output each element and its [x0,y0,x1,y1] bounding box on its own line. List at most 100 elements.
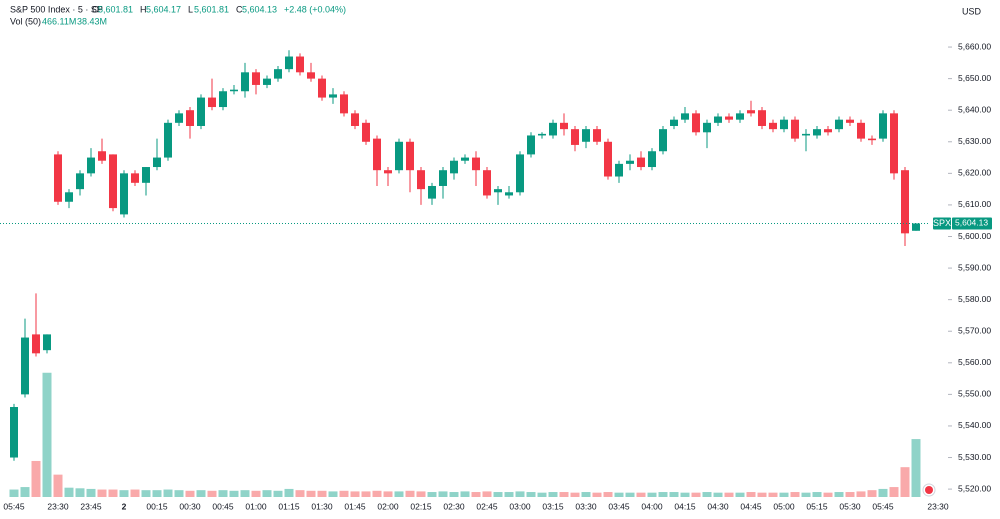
candle-body [384,170,392,174]
currency[interactable]: USD [962,6,982,16]
candle-body [450,160,458,174]
candle-body [780,119,788,130]
volume-bar [746,492,756,497]
x-tick-label: 05:15 [806,501,828,511]
x-tick-label: 03:30 [575,501,597,511]
candle-body [901,170,909,234]
volume-bar [218,490,228,497]
volume-bar [9,489,19,497]
volume-bar [185,490,195,497]
candle-body [637,157,645,168]
candle-body [857,122,865,139]
candle-body [681,113,689,120]
volume-bar [339,490,349,497]
volume-bar [669,492,679,497]
x-tick-label: 03:45 [608,501,630,511]
candle-body [153,157,161,168]
volume-bar [350,491,360,497]
volume-bar [229,490,239,497]
volume-bar [240,490,250,497]
candle-body [670,119,678,126]
candle-body [98,151,106,161]
volume-bar [328,491,338,497]
volume-bar [449,492,459,497]
volume-bar [471,492,481,497]
candle-body [659,129,667,152]
volume-bar [570,492,580,497]
x-tick-label: 02:45 [476,501,498,511]
x-tick-label: 23:30 [47,501,69,511]
volume-bar [636,492,646,497]
volume-bar [31,460,41,497]
volume-bar [251,490,261,497]
volume-bar [482,491,492,497]
volume-bar [581,492,591,497]
candle-body [758,110,766,126]
change: +2.48 (+0.04%) [284,4,346,14]
volume-bar [262,490,272,497]
price-tag-symbol-bg [933,217,951,230]
volume-current: 466.11M [42,16,76,26]
volume-bar [823,492,833,497]
volume-bar [141,490,151,497]
candle-body [307,72,315,79]
x-tick-label: 04:45 [740,501,762,511]
ohlc-key: C [236,4,243,14]
candle-body [252,72,260,85]
y-tick-label: 5,520.00 [958,483,991,493]
y-tick-label: 5,560.00 [958,357,991,367]
candle-body [406,141,414,171]
volume-bar [119,490,129,497]
volume-bar [196,490,206,497]
candle-body [362,122,370,142]
x-tick-label: 01:30 [311,501,333,511]
candle-body [912,223,920,231]
candle-body [626,160,634,164]
candle-body [835,119,843,130]
x-tick-label: 01:45 [344,501,366,511]
candle-body [747,110,755,114]
x-tick-label: 04:00 [641,501,663,511]
volume-bar [614,492,624,497]
candle-body [208,97,216,108]
volume-bar [306,490,316,497]
y-tick-label: 5,590.00 [958,262,991,272]
volume-bar [691,492,701,497]
volume-title: Vol (50) [10,16,41,26]
candle-body [703,122,711,133]
x-tick-label: 23:45 [80,501,102,511]
candle-body [219,91,227,108]
volume-bar [163,489,173,497]
volume-bar [878,488,888,497]
volume-bar [361,491,371,497]
candle-body [417,170,425,190]
ohlc-value: 5,604.13 [242,4,277,14]
candle-body [142,167,150,183]
y-tick-label: 5,570.00 [958,325,991,335]
x-tick-label: 02:15 [410,501,432,511]
candle-body [461,157,469,161]
y-tick-label: 5,610.00 [958,199,991,209]
x-tick-label: 00:45 [212,501,234,511]
candle-body [846,119,854,123]
volume-bar [735,492,745,497]
ohlc-value: 5,604.17 [146,4,181,14]
volume-bar [515,491,525,497]
volume-bar [284,488,294,497]
candle-body [395,141,403,171]
candle-body [571,129,579,145]
candle-body [54,154,62,202]
volume-bar [295,490,305,497]
volume-bar [75,488,85,497]
volume-bar [911,439,921,497]
y-tick-label: 5,660.00 [958,41,991,51]
volume-bar [856,491,866,497]
volume-bar [603,492,613,497]
candle-body [285,56,293,70]
x-tick-label: 05:00 [773,501,795,511]
x-tick-label: 05:30 [839,501,861,511]
volume-bar [207,490,217,497]
volume-bar [174,490,184,497]
candle-body [538,133,546,136]
volume-bar [625,492,635,497]
